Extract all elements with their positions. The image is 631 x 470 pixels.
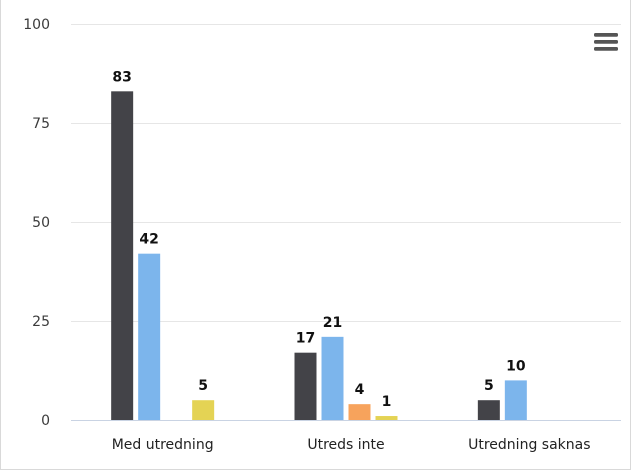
bar-0-1[interactable] [138, 253, 161, 420]
bar-1-3[interactable] [375, 416, 398, 420]
bar-0-0[interactable] [111, 91, 134, 420]
bar-0-3[interactable] [192, 400, 215, 420]
data-label: 10 [506, 358, 526, 374]
data-label: 83 [112, 69, 131, 85]
data-label: 17 [296, 331, 315, 347]
bar-1-0[interactable] [294, 352, 317, 420]
data-label: 5 [484, 378, 494, 394]
data-label: 21 [323, 315, 342, 331]
grid-layer [71, 24, 621, 322]
menu-icon-bar-bottom [594, 47, 618, 51]
x-category-label: Med utredning [112, 437, 214, 453]
x-category-label: Utredning saknas [468, 437, 590, 453]
x-category-label: Utreds inte [307, 437, 384, 453]
ytick-label: 50 [32, 215, 50, 231]
bar-2-1[interactable] [504, 380, 527, 420]
menu-icon-bar-middle [594, 40, 618, 44]
bar-1-1[interactable] [321, 336, 344, 420]
menu-icon-bar-top [594, 33, 618, 37]
ytick-label: 75 [32, 116, 50, 132]
ytick-label: 25 [32, 314, 50, 330]
ytick-label: 0 [41, 413, 50, 429]
chart-menu-button[interactable] [594, 30, 618, 52]
axes-layer: 0 25 50 75 100 Med utredning Utreds inte Utredn… [23, 17, 621, 453]
ytick-label: 100 [23, 17, 50, 33]
bar-2-0[interactable] [477, 400, 500, 420]
data-label: 5 [198, 378, 208, 394]
data-label: 4 [355, 382, 365, 398]
bars-layer [111, 91, 527, 420]
data-label: 42 [139, 232, 158, 248]
data-label: 1 [382, 394, 392, 410]
labels-layer: 83 42 5 17 21 4 1 5 10 [112, 69, 525, 410]
bar-1-2[interactable] [348, 404, 371, 420]
